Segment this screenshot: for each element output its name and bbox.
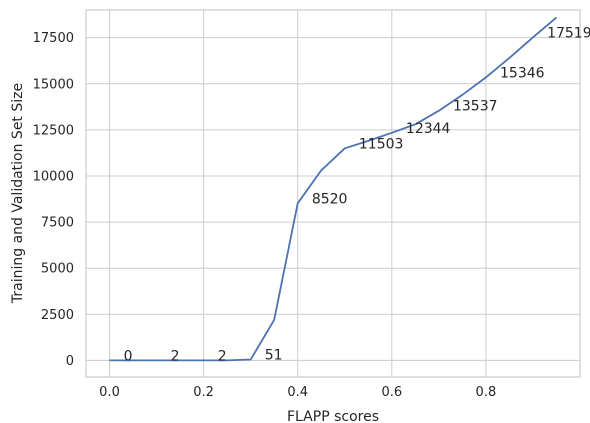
- data-label: 13537: [453, 99, 498, 115]
- y-tick-label: 0: [66, 354, 74, 369]
- x-axis-ticks: 0.0 0.2 0.4 0.6 0.8: [99, 385, 496, 400]
- x-tick-label: 0.8: [476, 385, 497, 400]
- data-label: 12344: [406, 121, 451, 137]
- y-tick-label: 2500: [41, 308, 74, 323]
- y-axis-ticks: 0 2500 5000 7500 10000 12500 15000 17500: [33, 31, 74, 369]
- data-label: 2: [171, 348, 180, 364]
- y-tick-label: 7500: [41, 216, 74, 231]
- x-tick-label: 0.6: [381, 385, 402, 400]
- plot-area: [85, 9, 581, 378]
- y-tick-label: 10000: [33, 169, 74, 184]
- series-line: [109, 16, 558, 362]
- data-label: 8520: [312, 191, 348, 207]
- x-axis-label: FLAPP scores: [287, 409, 379, 423]
- data-label: 2: [218, 348, 227, 364]
- x-tick-label: 0.2: [193, 385, 214, 400]
- data-label: 17519: [547, 25, 590, 41]
- data-label: 15346: [500, 65, 545, 81]
- y-tick-label: 5000: [41, 262, 74, 277]
- data-label: 11503: [359, 136, 404, 152]
- y-tick-label: 15000: [33, 77, 74, 92]
- x-tick-label: 0.0: [99, 385, 120, 400]
- data-label: 51: [265, 347, 283, 363]
- data-label: 0: [124, 348, 133, 364]
- y-tick-label: 17500: [33, 31, 74, 46]
- y-axis-label: Training and Validation Set Size: [10, 83, 26, 304]
- x-tick-label: 0.4: [287, 385, 308, 400]
- series-layer: [109, 16, 558, 362]
- gridlines: [86, 10, 580, 377]
- y-tick-label: 12500: [33, 123, 74, 138]
